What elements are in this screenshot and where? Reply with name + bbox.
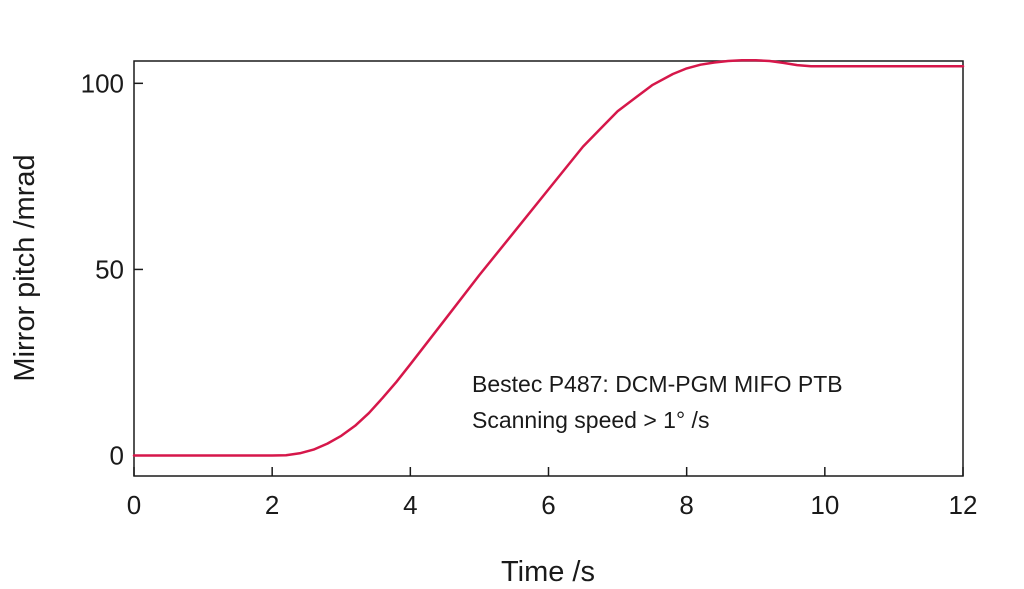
y-tick-label: 50 xyxy=(95,254,124,284)
x-tick-label: 8 xyxy=(679,490,693,520)
x-axis-ticks: 0 2 4 6 8 10 12 xyxy=(127,467,978,520)
y-tick-label: 0 xyxy=(110,441,124,471)
x-axis-label: Time /s xyxy=(501,556,595,588)
annotation-line: Bestec P487: DCM-PGM MIFO PTB xyxy=(472,371,843,397)
annotation-line: Scanning speed > 1° /s xyxy=(472,407,709,433)
y-tick-label: 100 xyxy=(81,68,124,98)
y-axis-ticks: 0 50 100 xyxy=(81,68,143,471)
x-tick-label: 12 xyxy=(949,490,978,520)
series-line xyxy=(132,59,965,457)
series-layer xyxy=(132,59,965,457)
x-tick-label: 6 xyxy=(541,490,555,520)
x-tick-label: 4 xyxy=(403,490,417,520)
x-tick-label: 10 xyxy=(810,490,839,520)
x-tick-label: 0 xyxy=(127,490,141,520)
y-axis-label: Mirror pitch /mrad xyxy=(9,154,41,381)
x-tick-label: 2 xyxy=(265,490,279,520)
annotation-text: Bestec P487: DCM-PGM MIFO PTB Scanning sp… xyxy=(472,371,843,433)
